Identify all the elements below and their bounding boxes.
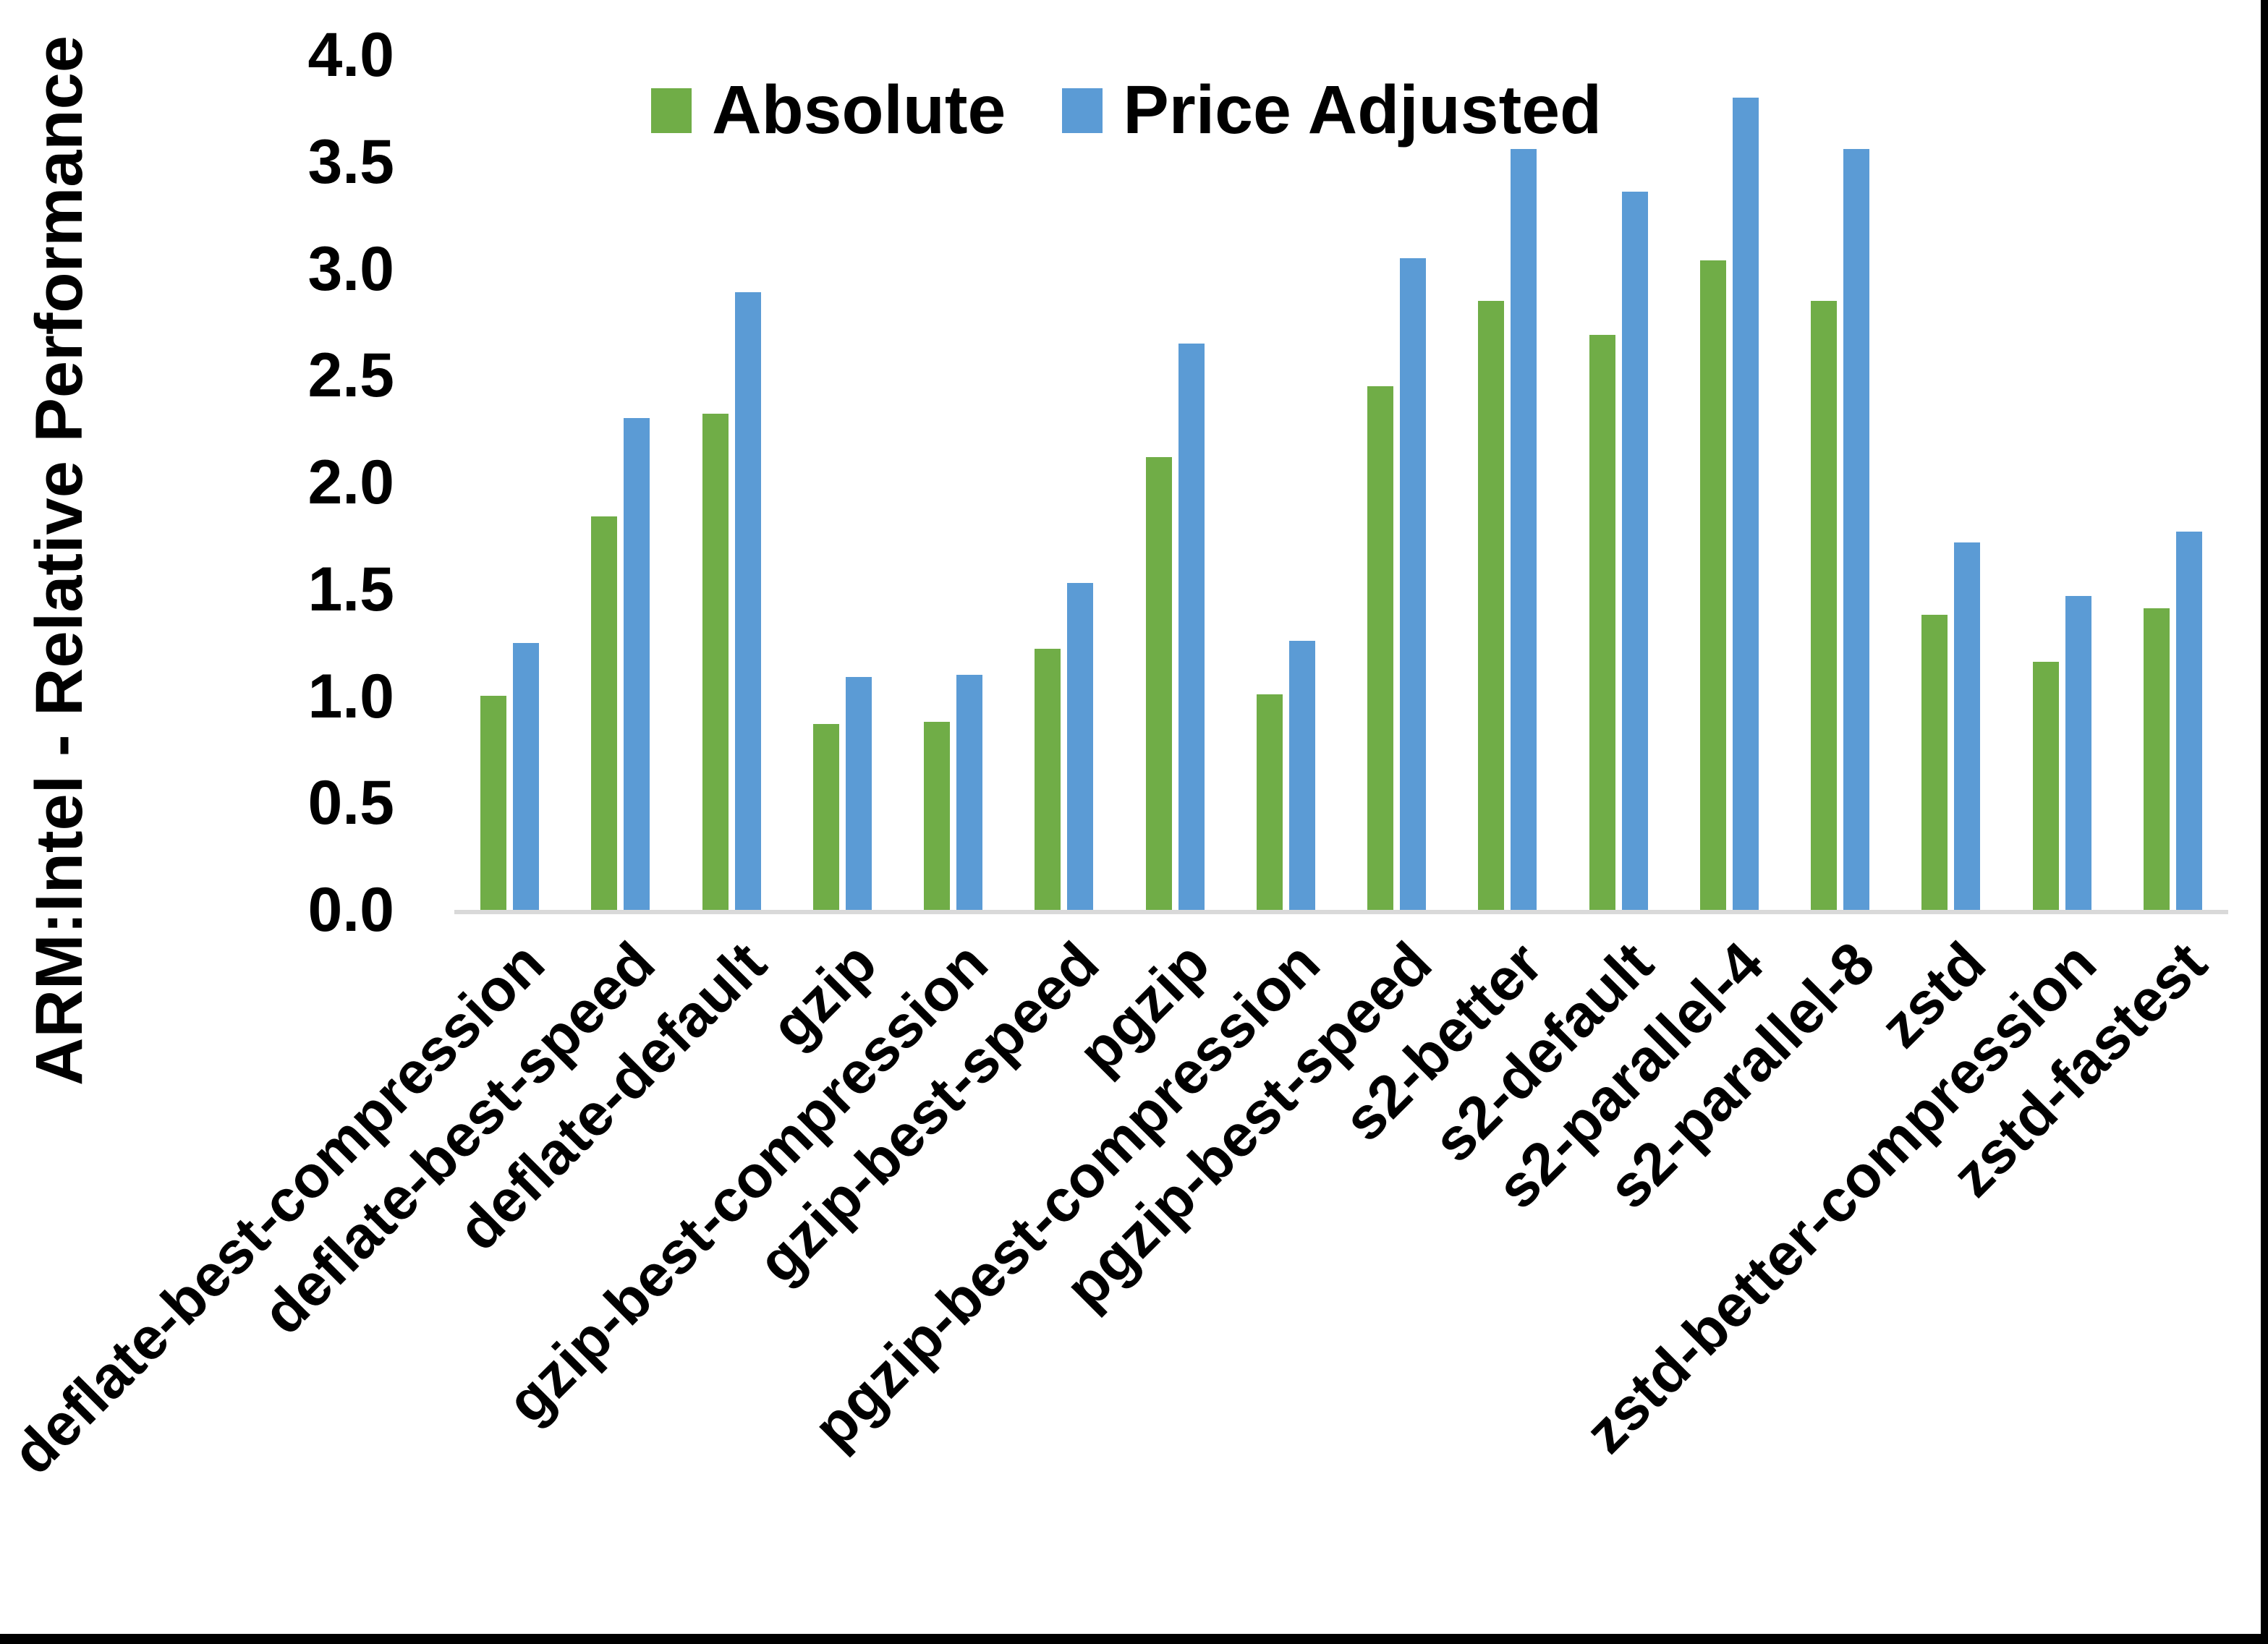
y-tick-label: 2.0 [307, 448, 394, 517]
bar-group [1452, 55, 1563, 910]
bar-price-adjusted [513, 643, 540, 910]
bar-absolute [1921, 615, 1948, 910]
bar-price-adjusted [956, 675, 983, 910]
bar-absolute [812, 724, 839, 910]
bar-group [565, 55, 676, 910]
bar-group [1231, 55, 1341, 910]
bar-absolute [1035, 649, 1061, 910]
bar-absolute [1811, 301, 1838, 910]
bar-absolute [1256, 694, 1283, 910]
bar-group [2118, 55, 2228, 910]
legend-label-absolute: Absolute [712, 72, 1006, 148]
y-tick-label: 4.0 [307, 20, 394, 90]
bar-absolute [480, 696, 507, 910]
bar-price-adjusted [1954, 542, 1981, 910]
bar-absolute [702, 414, 729, 910]
bar-price-adjusted [1843, 149, 1870, 910]
legend-swatch-absolute [651, 88, 692, 133]
y-tick-label: 0.5 [307, 768, 394, 838]
bar-group [1008, 55, 1119, 910]
bar-absolute [924, 722, 951, 910]
bar-absolute [2143, 608, 2170, 910]
bar-price-adjusted [1178, 344, 1205, 910]
y-tick-label: 2.5 [307, 341, 394, 411]
bar-group [1120, 55, 1231, 910]
y-tick-label: 1.0 [307, 661, 394, 731]
plot-area [454, 55, 2228, 914]
bar-group [1895, 55, 2006, 910]
bar-group [2007, 55, 2118, 910]
bar-price-adjusted [1288, 641, 1315, 910]
legend: Absolute Price Adjusted [651, 71, 1602, 150]
bar-price-adjusted [1400, 258, 1427, 910]
bar-group [1341, 55, 1452, 910]
bar-absolute [2032, 662, 2059, 910]
bar-absolute [1367, 386, 1394, 910]
bar-group [1674, 55, 1785, 910]
bar-group [454, 55, 565, 910]
bar-group [1563, 55, 1674, 910]
bar-price-adjusted [624, 418, 650, 910]
y-tick-label: 0.0 [307, 875, 394, 945]
bar-group [898, 55, 1008, 910]
bar-group [787, 55, 898, 910]
bar-price-adjusted [734, 292, 761, 910]
legend-item-absolute: Absolute [651, 71, 1006, 150]
bar-price-adjusted [2065, 596, 2091, 910]
y-tick-label: 3.5 [307, 127, 394, 197]
bar-price-adjusted [1732, 98, 1759, 910]
bar-absolute [1699, 260, 1726, 910]
bar-absolute [1589, 335, 1615, 910]
bar-absolute [1145, 457, 1172, 910]
legend-label-price-adjusted: Price Adjusted [1123, 72, 1602, 148]
bar-price-adjusted [1511, 149, 1537, 910]
bar-group [1785, 55, 1895, 910]
bar-absolute [591, 516, 618, 910]
y-tick-label: 1.5 [307, 554, 394, 624]
bar-group [676, 55, 787, 910]
bar-price-adjusted [845, 677, 872, 910]
bar-price-adjusted [1067, 583, 1094, 910]
bar-absolute [1478, 301, 1505, 910]
bar-price-adjusted [1621, 192, 1648, 910]
legend-item-price-adjusted: Price Adjusted [1062, 71, 1602, 150]
y-tick-label: 3.0 [307, 234, 394, 304]
bar-price-adjusted [2175, 532, 2202, 910]
legend-swatch-price-adjusted [1062, 88, 1103, 133]
